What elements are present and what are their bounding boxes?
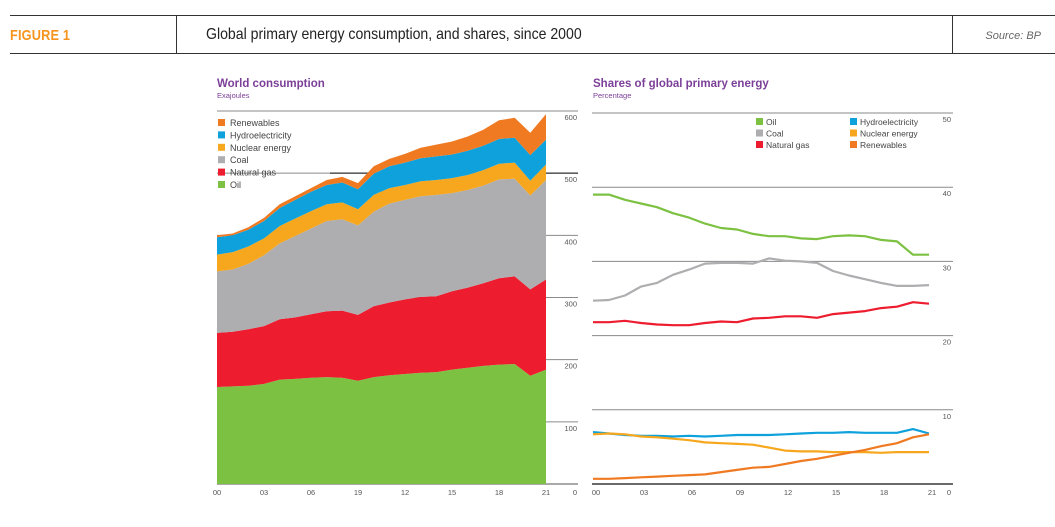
legend-swatch-gas <box>756 141 763 148</box>
area-nuclear <box>217 162 546 272</box>
legend-label-renewables: Renewables <box>230 118 280 128</box>
legend-swatch-renewables <box>850 141 857 148</box>
x-tick-label: 21 <box>542 488 550 497</box>
legend-label-oil: Oil <box>230 180 241 190</box>
x-tick-label: 03 <box>640 488 648 497</box>
area-oil <box>217 364 546 484</box>
chart-title: World consumption <box>217 78 325 90</box>
chart-title: Shares of global primary energy <box>593 78 769 90</box>
legend-swatch-hydro <box>218 131 225 139</box>
area-gas <box>217 276 546 387</box>
legend-label-coal: Coal <box>766 129 784 139</box>
y-tick-label: 500 <box>564 175 577 184</box>
y-tick-label: 10 <box>943 412 951 421</box>
y-tick-label: 400 <box>564 237 577 246</box>
x-tick-label: 21 <box>928 488 936 497</box>
x-tick-label: 12 <box>784 488 792 497</box>
y-tick-label: 200 <box>564 362 577 371</box>
figure-label: FIGURE 1 <box>10 27 71 44</box>
line-nuclear <box>592 432 929 454</box>
legend-swatch-oil <box>756 118 763 125</box>
line-coal <box>592 257 930 302</box>
legend-swatch-oil <box>218 181 225 188</box>
x-tick-label: 12 <box>401 488 409 497</box>
x-tick-label: 00 <box>592 488 600 497</box>
area-renewables <box>217 114 546 238</box>
chart-subtitle: Percentage <box>593 91 631 100</box>
chart-subtitle: Exajoules <box>217 91 250 100</box>
line-hydro <box>592 428 930 438</box>
legend-label-gas: Natural gas <box>230 168 277 178</box>
x-tick-label: 06 <box>688 488 696 497</box>
y-tick-label: 0 <box>947 488 951 497</box>
y-tick-label: 100 <box>564 424 577 433</box>
figure-source: Source: BP <box>985 30 1041 42</box>
x-tick-label: 18 <box>880 488 888 497</box>
legend-swatch-hydro <box>850 118 857 125</box>
legend-label-nuclear: Nuclear energy <box>860 129 918 139</box>
y-tick-label: 40 <box>943 189 951 198</box>
legend-label-coal: Coal <box>230 155 249 165</box>
y-tick-label: 20 <box>943 338 951 347</box>
legend-label-hydro: Hydroelectricity <box>860 117 919 127</box>
legend-label-hydro: Hydroelectricity <box>230 130 292 140</box>
legend-label-gas: Natural gas <box>766 140 809 150</box>
header-bottom-rule <box>10 53 1055 54</box>
x-tick-label: 09 <box>736 488 744 497</box>
x-tick-label: 03 <box>260 488 268 497</box>
legend-swatch-coal <box>218 156 225 164</box>
header-divider <box>952 15 953 53</box>
legend-swatch-gas <box>218 168 225 176</box>
y-tick-label: 30 <box>943 263 951 272</box>
legend-swatch-coal <box>756 129 763 137</box>
x-tick-label: 15 <box>448 488 456 497</box>
x-tick-label: 06 <box>307 488 315 497</box>
y-tick-label: 300 <box>564 300 577 309</box>
legend-label-oil: Oil <box>766 117 777 127</box>
line-oil <box>593 193 929 256</box>
legend-label-renewables: Renewables <box>860 140 907 150</box>
y-tick-label: 600 <box>564 113 577 122</box>
legend-swatch-nuclear <box>850 129 857 137</box>
x-tick-label: 18 <box>495 488 503 497</box>
area-hydro <box>217 137 546 255</box>
x-tick-label: 15 <box>832 488 840 497</box>
legend-swatch-renewables <box>218 119 225 126</box>
y-tick-label: 50 <box>943 115 951 124</box>
area-coal <box>217 178 546 333</box>
header-top-rule <box>10 15 1055 16</box>
figure-title: Global primary energy consumption, and s… <box>206 26 582 43</box>
y-tick-label: 0 <box>573 488 577 497</box>
x-tick-label: 00 <box>213 488 221 497</box>
x-tick-label: 19 <box>354 488 362 497</box>
header-divider <box>176 15 177 53</box>
legend-swatch-nuclear <box>218 143 225 151</box>
line-gas <box>593 301 930 327</box>
legend-label-nuclear: Nuclear energy <box>230 143 292 153</box>
line-renewables <box>593 433 930 480</box>
